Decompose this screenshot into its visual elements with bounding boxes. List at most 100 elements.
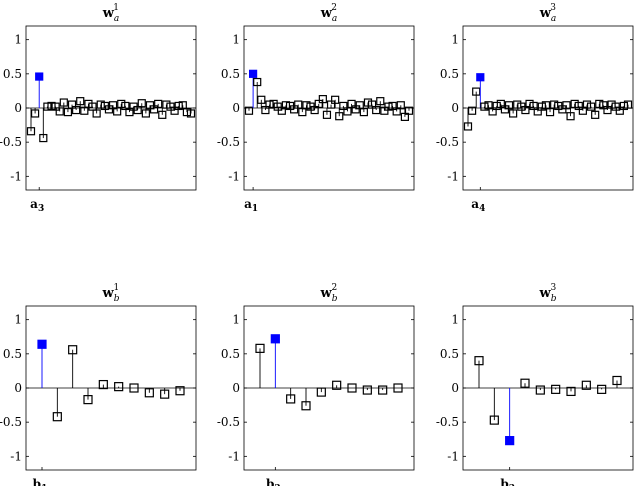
highlight-marker [476,73,485,82]
stem-marker [619,101,628,111]
stem-marker [332,380,342,390]
stem-marker [84,99,93,109]
stem-marker [63,107,73,117]
y-tick-label: -0.5 [217,415,240,429]
stem-marker [392,107,401,116]
stem-marker [314,99,323,109]
stem-marker [384,102,393,111]
y-tick-label: 0 [451,101,459,115]
y-tick-label: 0.5 [440,347,459,361]
stem-marker [170,106,179,115]
stem-marker [347,383,357,393]
stem-marker [378,385,388,395]
panel-title: wb2 [320,283,338,304]
panel-5: 1 0.5 0 -0.5 -1 wb2 b2 [217,283,415,486]
stem-marker [586,102,596,111]
stem-marker [298,107,307,117]
stem-marker [545,107,555,117]
stem-marker [83,395,93,405]
stem-marker [326,100,336,109]
stem-marker [607,100,616,109]
panel-4: 1 0.5 0 -0.5 -1 wb1 b1 [0,283,197,486]
stem-marker [244,106,254,115]
stem-marker [286,394,296,404]
stem-marker [108,101,118,110]
stem-marker [376,97,385,106]
panel-title: wb1 [102,283,120,304]
y-tick-label: -0.5 [0,135,22,149]
y-tick-label: 1 [451,313,459,327]
stem-marker [492,101,501,111]
stem-marker [372,105,381,115]
stem-marker [154,99,163,109]
stem-marker [484,101,493,110]
stem-marker [615,106,624,115]
y-tick-label: 0 [232,101,240,115]
y-tick-label: 0 [232,381,240,395]
stem-marker [355,101,364,110]
stem-marker [404,106,414,115]
stem-marker [144,388,154,398]
stem-marker [541,101,551,110]
stem-marker [562,101,571,110]
stem-marker [566,386,576,397]
stem-marker [52,412,62,422]
stem-marker [31,109,40,118]
stem-marker [98,379,108,390]
stem-marker [114,382,124,392]
y-tick-label: 1 [14,313,22,327]
stem-marker [253,77,262,87]
stem-marker [595,99,604,109]
stem-marker [160,389,170,399]
stem-marker [322,110,332,119]
stem-marker [158,110,167,119]
stem-marker [331,95,340,104]
y-tick-label: 1 [232,313,240,327]
x-axis-label: a1 [244,197,258,214]
y-tick-label: 0.5 [440,67,459,81]
stem-marker [39,133,48,143]
stem-marker [92,109,101,118]
stem-marker [468,106,477,115]
stem-marker [43,102,52,111]
y-tick-label: 0.5 [221,67,240,81]
stem-marker [186,109,196,118]
y-tick-label: -1 [228,169,240,183]
stem-marker [310,105,319,115]
y-tick-label: 0 [14,101,22,115]
y-tick-label: 1 [14,33,22,47]
stem-marker [525,99,534,109]
stem-marker [581,380,591,390]
stem-marker [550,100,559,109]
stem-marker [343,107,352,116]
stem-marker [582,100,592,109]
y-tick-label: -1 [447,169,459,183]
stem-marker [137,99,146,108]
stem-marker [67,100,77,109]
stem-marker [141,109,150,118]
stem-marker [182,107,191,117]
y-tick-label: 0.5 [3,67,22,81]
y-tick-label: 0.5 [221,347,240,361]
stem-marker [489,415,499,425]
stem-marker [125,107,134,117]
stem-marker [488,107,497,116]
y-tick-label: -0.5 [0,415,22,429]
stem-marker [612,375,622,386]
stem-marker [551,384,561,394]
y-tick-label: 1 [451,33,459,47]
stem-marker [591,110,600,119]
y-tick-label: -0.5 [217,135,240,149]
stem-marker [175,386,185,396]
panel-6: 1 0.5 0 -0.5 -1 wb3 b3 [436,283,634,486]
stem-marker [55,107,64,116]
x-axis-label: b2 [266,477,281,486]
stem-marker [26,127,36,136]
stem-marker [513,100,522,109]
x-axis-label: b3 [500,477,515,486]
x-axis-label: b1 [33,477,48,486]
stem-marker [367,100,377,109]
stem-marker [359,107,368,117]
stem-marker [301,401,311,411]
stem-marker [509,109,518,118]
